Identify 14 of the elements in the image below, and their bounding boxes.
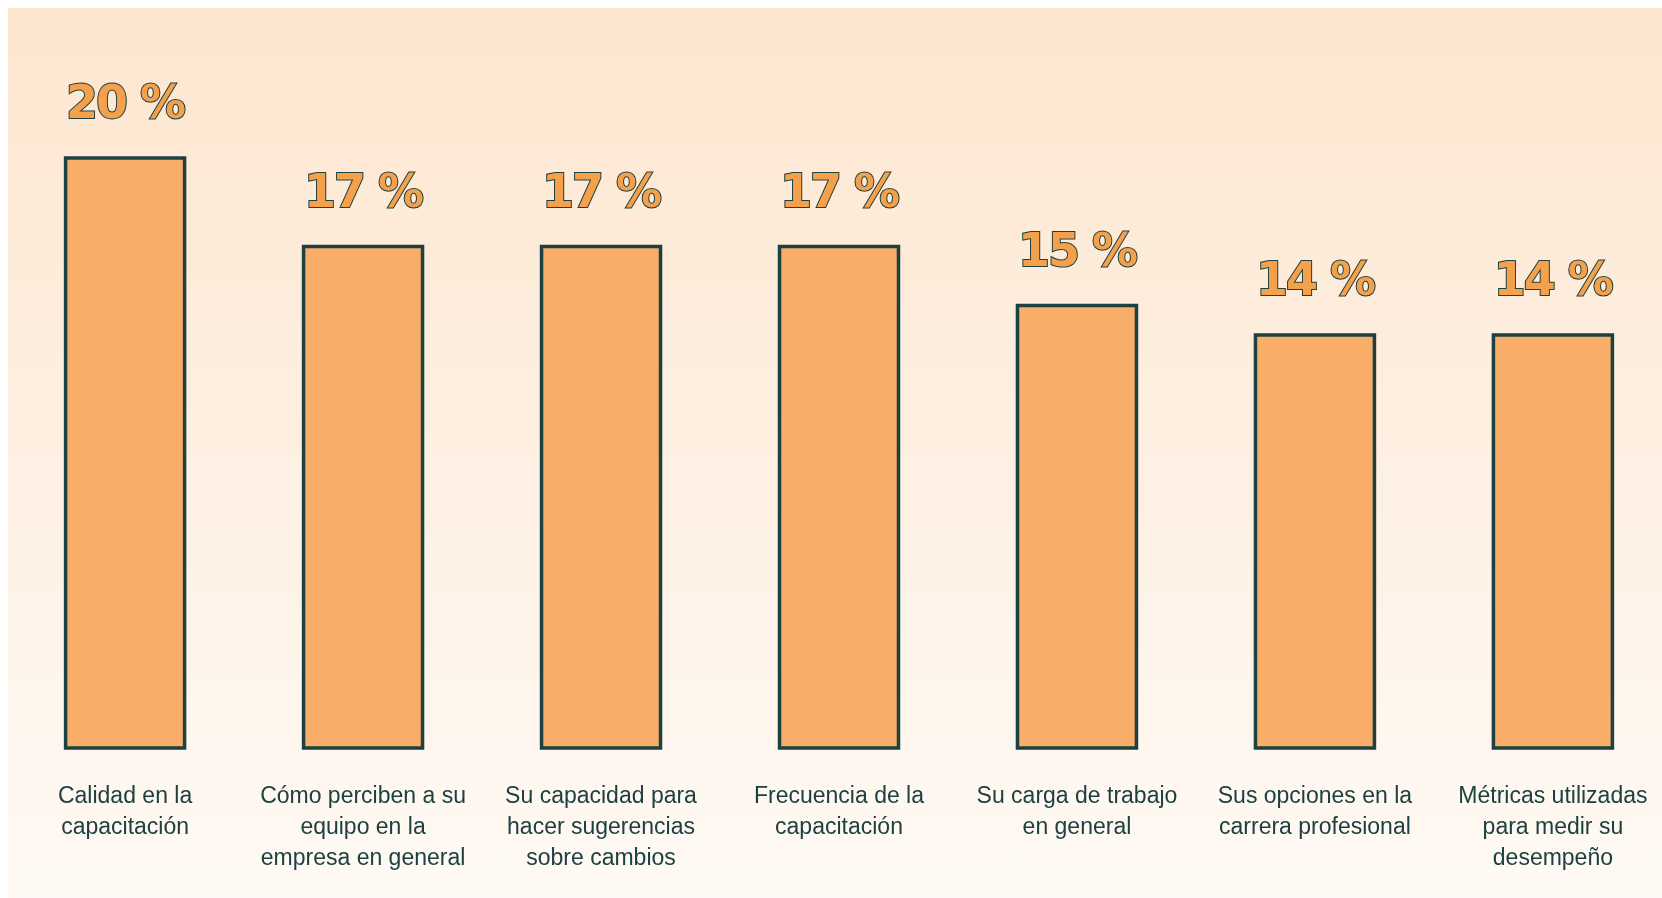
data-label: 15 %	[1017, 222, 1137, 277]
data-label: 17 %	[304, 163, 424, 218]
data-label: 17 %	[779, 163, 899, 218]
data-label: 17 %	[541, 163, 661, 218]
x-tick-label: Sus opciones en la carrera profesional	[1217, 782, 1413, 839]
data-label: 20 %	[66, 75, 186, 129]
x-tick-label: Frecuencia de la capacitación	[753, 782, 925, 839]
x-tick-label: Su carga de trabajo en general	[976, 782, 1178, 839]
x-tick-label: Métricas utilizadas para medir su desempeño	[1458, 782, 1648, 870]
data-label: 14 %	[1493, 252, 1613, 306]
x-tick-label: Cómo perciben a su equipo en la empresa en general	[260, 782, 466, 870]
x-tick-label: Su capacidad para hacer sugerencias sobre cambios	[505, 782, 698, 870]
data-label: 14 %	[1255, 252, 1375, 306]
x-tick-label: Calidad en la capacitación	[57, 782, 193, 839]
